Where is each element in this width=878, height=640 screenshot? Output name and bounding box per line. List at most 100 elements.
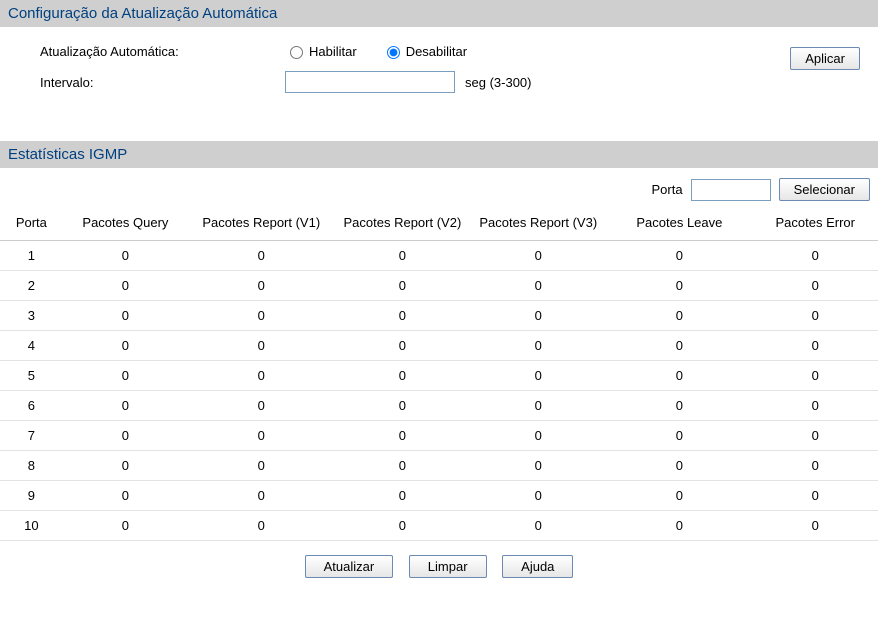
col-leave: Pacotes Leave [606,211,752,241]
cell: 0 [334,511,470,541]
refresh-button[interactable]: Atualizar [305,555,394,578]
cell: 0 [63,301,188,331]
disable-radio[interactable] [387,46,400,59]
cell: 0 [63,361,188,391]
cell: 0 [63,451,188,481]
cell: 0 [753,331,878,361]
cell: 0 [470,331,606,361]
cell: 0 [334,241,470,271]
table-row: 7000000 [0,421,878,451]
cell: 0 [470,271,606,301]
stats-header-row: Porta Pacotes Query Pacotes Report (V1) … [0,211,878,241]
col-port: Porta [0,211,63,241]
cell: 0 [188,511,334,541]
cell: 0 [188,241,334,271]
disable-radio-label: Desabilitar [406,44,467,59]
cell: 0 [753,481,878,511]
cell: 0 [606,421,752,451]
cell: 0 [188,301,334,331]
cell: 0 [334,301,470,331]
cell: 0 [470,481,606,511]
cell: 0 [188,271,334,301]
cell: 5 [0,361,63,391]
cell: 0 [753,421,878,451]
stats-table: Porta Pacotes Query Pacotes Report (V1) … [0,211,878,541]
port-filter-label: Porta [651,182,682,197]
col-error: Pacotes Error [753,211,878,241]
col-report-v2: Pacotes Report (V2) [334,211,470,241]
cell: 9 [0,481,63,511]
col-report-v1: Pacotes Report (V1) [188,211,334,241]
cell: 0 [470,421,606,451]
cell: 0 [334,421,470,451]
table-row: 1000000 [0,241,878,271]
cell: 4 [0,331,63,361]
cell: 0 [188,331,334,361]
apply-button[interactable]: Aplicar [790,47,860,70]
cell: 0 [63,421,188,451]
cell: 0 [606,361,752,391]
table-row: 10000000 [0,511,878,541]
select-button[interactable]: Selecionar [779,178,870,201]
cell: 7 [0,421,63,451]
enable-radio-label: Habilitar [309,44,357,59]
cell: 0 [470,301,606,331]
cell: 0 [606,241,752,271]
cell: 0 [334,451,470,481]
table-row: 8000000 [0,451,878,481]
cell: 0 [753,361,878,391]
interval-unit: seg (3-300) [465,75,531,90]
cell: 0 [753,511,878,541]
table-row: 4000000 [0,331,878,361]
cell: 2 [0,271,63,301]
cell: 0 [334,481,470,511]
cell: 0 [334,331,470,361]
cell: 0 [334,391,470,421]
auto-refresh-label: Atualização Automática: [40,44,285,59]
cell: 0 [606,271,752,301]
cell: 0 [334,271,470,301]
cell: 0 [753,241,878,271]
cell: 0 [470,451,606,481]
table-row: 3000000 [0,301,878,331]
cell: 0 [606,481,752,511]
cell: 0 [470,361,606,391]
stats-section-title: Estatísticas IGMP [0,141,878,168]
cell: 0 [63,481,188,511]
cell: 0 [63,511,188,541]
cell: 0 [606,451,752,481]
filter-row: Porta Selecionar [0,168,878,211]
table-row: 9000000 [0,481,878,511]
cell: 6 [0,391,63,421]
config-panel: Atualização Automática: Habilitar Desabi… [0,27,878,115]
cell: 10 [0,511,63,541]
cell: 0 [188,361,334,391]
col-query: Pacotes Query [63,211,188,241]
cell: 1 [0,241,63,271]
enable-radio[interactable] [290,46,303,59]
table-row: 5000000 [0,361,878,391]
cell: 0 [334,361,470,391]
table-row: 6000000 [0,391,878,421]
interval-input[interactable] [285,71,455,93]
config-section-title: Configuração da Atualização Automática [0,0,878,27]
cell: 0 [606,331,752,361]
cell: 0 [606,301,752,331]
cell: 0 [470,511,606,541]
interval-label: Intervalo: [40,75,285,90]
help-button[interactable]: Ajuda [502,555,573,578]
cell: 0 [188,451,334,481]
cell: 0 [63,271,188,301]
enable-radio-wrap[interactable]: Habilitar [285,43,357,59]
cell: 0 [188,481,334,511]
port-filter-input[interactable] [691,179,771,201]
bottom-button-bar: Atualizar Limpar Ajuda [0,541,878,592]
disable-radio-wrap[interactable]: Desabilitar [382,43,467,59]
col-report-v3: Pacotes Report (V3) [470,211,606,241]
cell: 0 [753,301,878,331]
clear-button[interactable]: Limpar [409,555,487,578]
cell: 0 [63,331,188,361]
cell: 3 [0,301,63,331]
cell: 0 [753,271,878,301]
cell: 0 [606,391,752,421]
